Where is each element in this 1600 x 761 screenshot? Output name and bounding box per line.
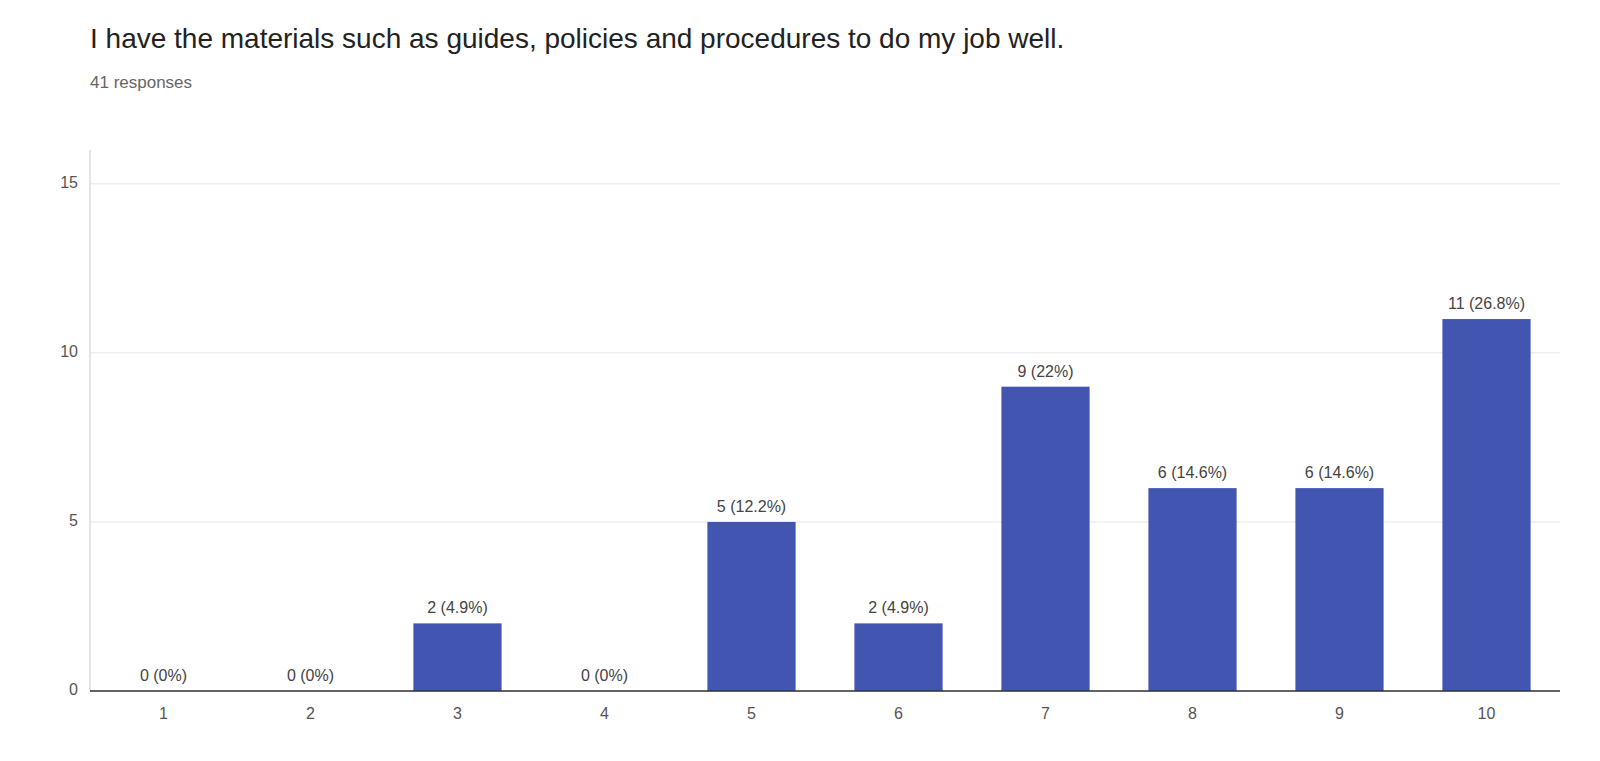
bar	[1148, 488, 1236, 691]
bar	[1295, 488, 1383, 691]
y-axis-line	[90, 150, 91, 691]
y-tick-label: 10	[60, 343, 78, 360]
y-tick-label: 0	[69, 681, 78, 698]
data-label: 6 (14.6%)	[1158, 464, 1227, 481]
data-label: 0 (0%)	[581, 667, 628, 684]
x-tick-label: 8	[1188, 705, 1197, 722]
data-label: 2 (4.9%)	[427, 599, 487, 616]
grid-line	[90, 183, 1560, 184]
x-axis-line	[90, 690, 1560, 692]
y-tick-label: 5	[69, 512, 78, 529]
x-tick-label: 5	[747, 705, 756, 722]
data-label: 2 (4.9%)	[868, 599, 928, 616]
x-tick-label: 10	[1478, 705, 1496, 722]
x-tick-label: 6	[894, 705, 903, 722]
bar	[707, 522, 795, 691]
x-tick-label: 3	[453, 705, 462, 722]
data-label: 0 (0%)	[287, 667, 334, 684]
grid-line	[90, 352, 1560, 353]
data-label: 9 (22%)	[1017, 363, 1073, 380]
title: I have the materials such as guides, pol…	[90, 23, 1064, 54]
x-tick-label: 9	[1335, 705, 1344, 722]
grid-line	[90, 691, 1560, 692]
chart-container: I have the materials such as guides, pol…	[0, 0, 1600, 761]
y-tick-label: 15	[60, 174, 78, 191]
bars	[413, 319, 1530, 691]
x-tick-label: 7	[1041, 705, 1050, 722]
x-tick-label: 4	[600, 705, 609, 722]
bar	[1442, 319, 1530, 691]
x-tick-label: 2	[306, 705, 315, 722]
chart: I have the materials such as guides, pol…	[0, 0, 1600, 761]
bar	[854, 623, 942, 691]
x-tick-label: 1	[159, 705, 168, 722]
data-label: 5 (12.2%)	[717, 498, 786, 515]
subtitle: 41 responses	[90, 73, 192, 92]
grid	[90, 184, 1560, 691]
data-label: 11 (26.8%)	[1448, 295, 1525, 312]
data-label: 0 (0%)	[140, 667, 187, 684]
bar	[413, 623, 501, 691]
bar	[1001, 387, 1089, 691]
data-label: 6 (14.6%)	[1305, 464, 1374, 481]
